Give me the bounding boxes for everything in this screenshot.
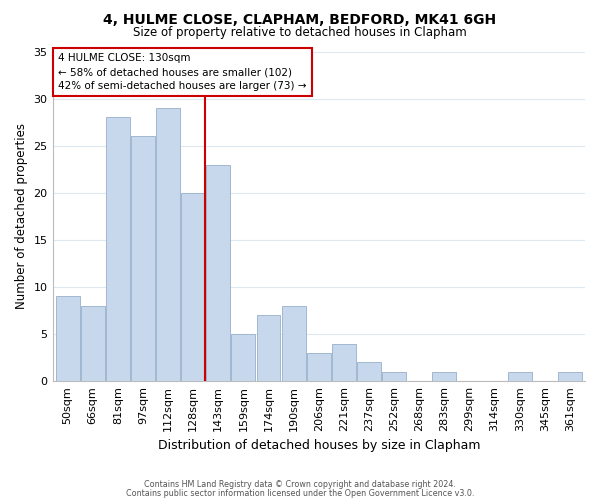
Bar — [357, 362, 381, 381]
Bar — [206, 164, 230, 381]
Text: Contains HM Land Registry data © Crown copyright and database right 2024.: Contains HM Land Registry data © Crown c… — [144, 480, 456, 489]
Bar — [282, 306, 305, 381]
Bar — [433, 372, 456, 381]
Bar — [558, 372, 582, 381]
Text: 4 HULME CLOSE: 130sqm
← 58% of detached houses are smaller (102)
42% of semi-det: 4 HULME CLOSE: 130sqm ← 58% of detached … — [58, 53, 307, 91]
Text: Size of property relative to detached houses in Clapham: Size of property relative to detached ho… — [133, 26, 467, 39]
Bar — [508, 372, 532, 381]
Bar — [181, 193, 205, 381]
Text: 4, HULME CLOSE, CLAPHAM, BEDFORD, MK41 6GH: 4, HULME CLOSE, CLAPHAM, BEDFORD, MK41 6… — [103, 12, 497, 26]
Bar — [307, 353, 331, 381]
Bar — [332, 344, 356, 381]
Bar — [81, 306, 104, 381]
Bar — [131, 136, 155, 381]
Bar — [156, 108, 180, 381]
Bar — [56, 296, 80, 381]
Bar — [232, 334, 256, 381]
Bar — [106, 118, 130, 381]
Bar — [257, 315, 280, 381]
Text: Contains public sector information licensed under the Open Government Licence v3: Contains public sector information licen… — [126, 488, 474, 498]
Y-axis label: Number of detached properties: Number of detached properties — [15, 124, 28, 310]
Bar — [382, 372, 406, 381]
X-axis label: Distribution of detached houses by size in Clapham: Distribution of detached houses by size … — [158, 440, 480, 452]
